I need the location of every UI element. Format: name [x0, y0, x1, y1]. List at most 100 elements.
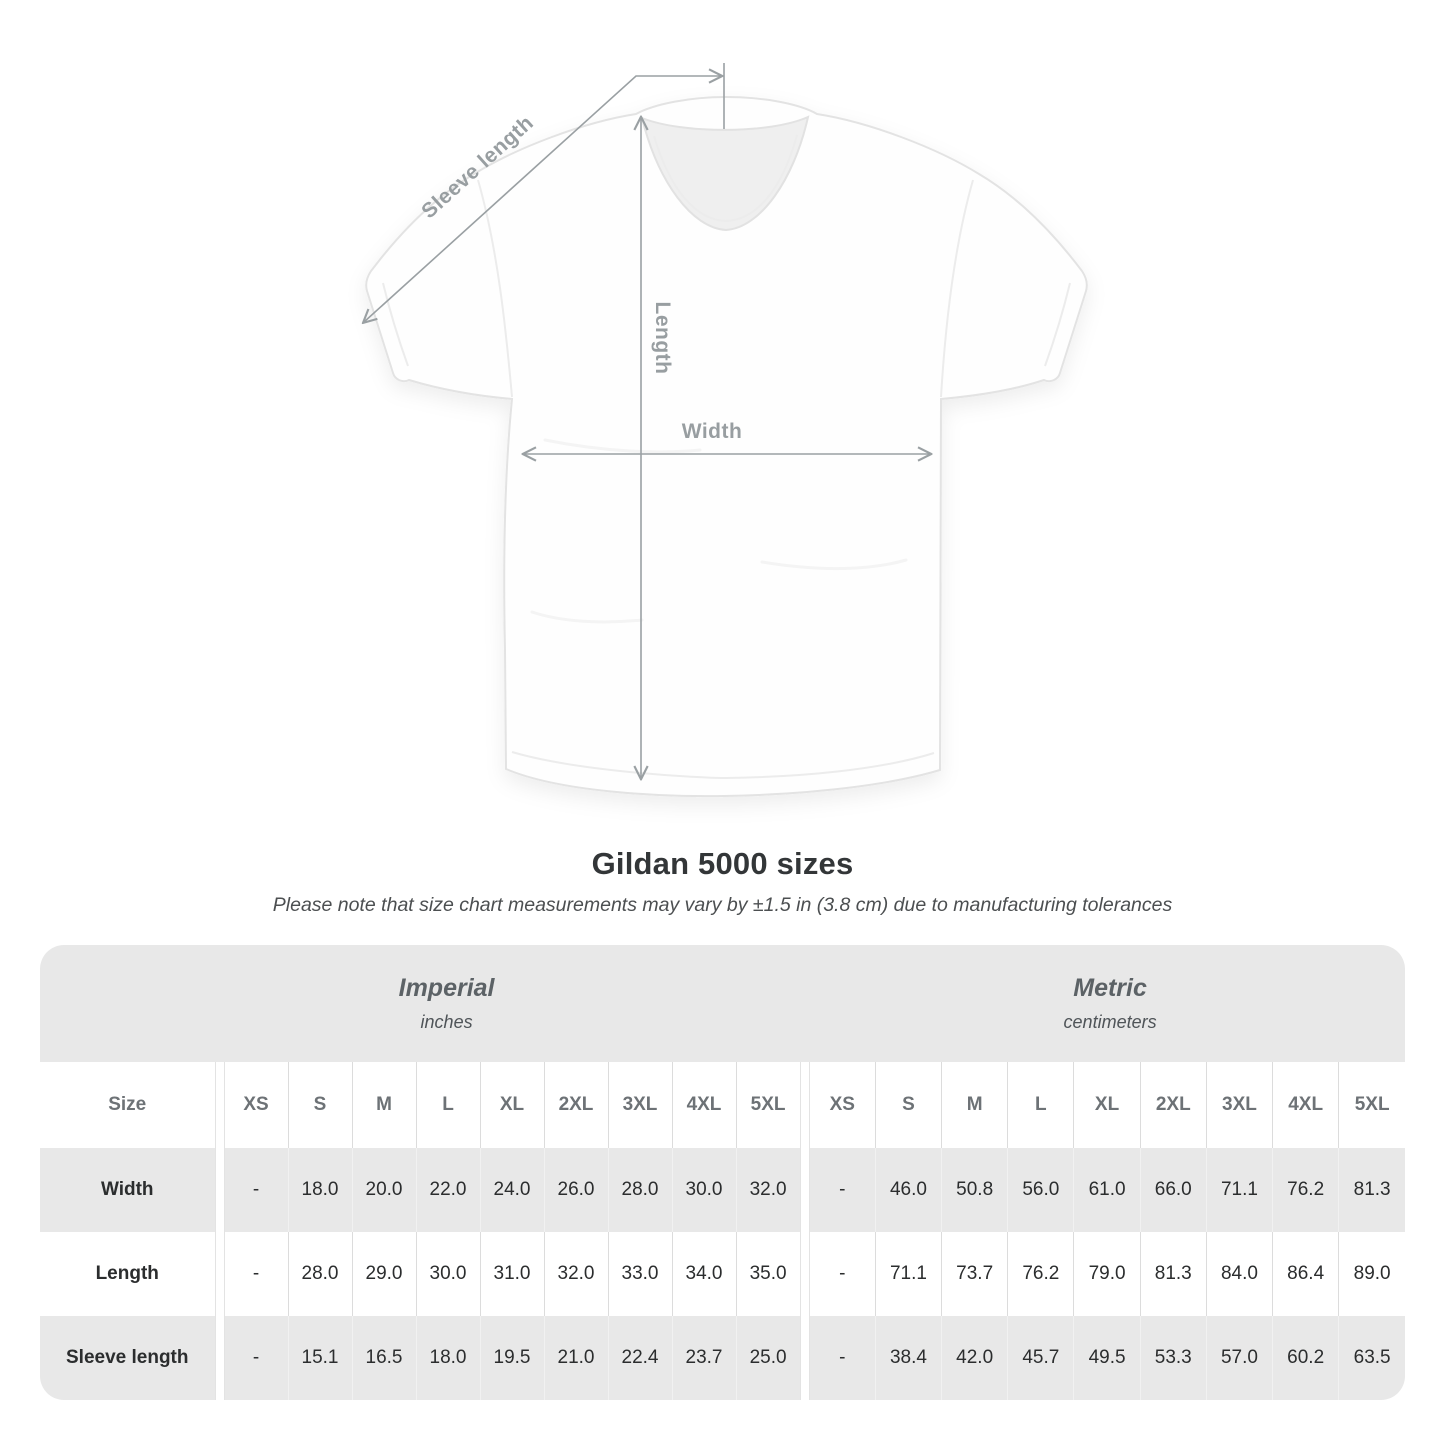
- value-cell: -: [809, 1232, 876, 1316]
- value-cell: 34.0: [671, 1232, 736, 1316]
- column-gap: [214, 1062, 225, 1148]
- value-cell: 29.0: [351, 1232, 416, 1316]
- size-header: S: [287, 1062, 352, 1148]
- value-cell: 50.8: [941, 1148, 1008, 1232]
- value-cell: 71.1: [874, 1232, 942, 1316]
- column-gap: [214, 1148, 225, 1232]
- size-header: L: [415, 1062, 480, 1148]
- width-label: Width: [682, 420, 743, 443]
- size-header: XL: [1073, 1062, 1141, 1148]
- tshirt-illustration: [365, 95, 1088, 798]
- value-cell: 49.5: [1073, 1316, 1141, 1400]
- size-chart: Imperial inches Metric centimeters Size …: [40, 945, 1405, 1400]
- value-cell: 89.0: [1338, 1232, 1405, 1316]
- size-header: XL: [479, 1062, 544, 1148]
- sleeve-length-arrow: [364, 76, 721, 322]
- wrinkle: [530, 610, 644, 624]
- column-gap: [799, 1148, 810, 1232]
- value-cell: 66.0: [1139, 1148, 1207, 1232]
- value-cell: 16.5: [351, 1316, 416, 1400]
- size-header: 3XL: [1205, 1062, 1273, 1148]
- value-cell: 30.0: [415, 1232, 480, 1316]
- value-cell: 19.5: [479, 1316, 544, 1400]
- size-header: 4XL: [671, 1062, 736, 1148]
- value-cell: 26.0: [543, 1148, 608, 1232]
- value-cell: 38.4: [874, 1316, 942, 1400]
- value-cell: 20.0: [351, 1148, 416, 1232]
- value-cell: 76.2: [1272, 1148, 1339, 1232]
- value-cell: -: [809, 1316, 876, 1400]
- value-cell: 25.0: [735, 1316, 801, 1400]
- size-header: M: [941, 1062, 1008, 1148]
- value-cell: 81.3: [1338, 1148, 1405, 1232]
- value-cell: 63.5: [1338, 1316, 1405, 1400]
- value-cell: -: [224, 1232, 288, 1316]
- value-cell: 15.1: [287, 1316, 352, 1400]
- size-header: M: [351, 1062, 416, 1148]
- metric-header: Metric centimeters: [800, 945, 1405, 1062]
- column-gap: [799, 1062, 810, 1148]
- value-cell: 53.3: [1139, 1316, 1207, 1400]
- size-header: 5XL: [735, 1062, 801, 1148]
- hem-seam: [511, 751, 935, 780]
- value-cell: 21.0: [543, 1316, 608, 1400]
- table-row-width: Width - 18.0 20.0 22.0 24.0 26.0 28.0 30…: [40, 1148, 1405, 1232]
- value-cell: 45.7: [1007, 1316, 1074, 1400]
- row-label: Width: [40, 1148, 215, 1232]
- value-cell: 76.2: [1007, 1232, 1074, 1316]
- tolerance-note: Please note that size chart measurements…: [272, 894, 1173, 916]
- value-cell: 35.0: [735, 1232, 801, 1316]
- value-cell: 31.0: [479, 1232, 544, 1316]
- tshirt-measurement-diagram: Sleeve length Length Width: [0, 63, 1088, 798]
- size-column-header: Size: [40, 1062, 215, 1148]
- value-cell: 71.1: [1205, 1148, 1273, 1232]
- size-header: XS: [224, 1062, 288, 1148]
- size-header: 4XL: [1272, 1062, 1339, 1148]
- column-gap: [214, 1316, 225, 1400]
- value-cell: -: [224, 1316, 288, 1400]
- value-cell: 79.0: [1073, 1232, 1141, 1316]
- size-chart-table: Imperial inches Metric centimeters Size …: [40, 945, 1405, 1400]
- size-header: L: [1007, 1062, 1074, 1148]
- page-title: Gildan 5000 sizes: [591, 846, 854, 881]
- column-gap: [214, 1232, 225, 1316]
- column-gap: [799, 1232, 810, 1316]
- value-cell: 18.0: [287, 1148, 352, 1232]
- metric-unit: centimeters: [1063, 1012, 1157, 1032]
- column-gap: [799, 1316, 810, 1400]
- heading-block: Gildan 5000 sizes Please note that size …: [0, 846, 1445, 917]
- table-row-length: Length - 28.0 29.0 30.0 31.0 32.0 33.0 3…: [40, 1232, 1405, 1316]
- tshirt-diagram-svg: Sleeve length Length Width: [0, 63, 1088, 798]
- row-label: Length: [40, 1232, 215, 1316]
- length-label: Length: [651, 302, 674, 375]
- value-cell: 18.0: [415, 1316, 480, 1400]
- value-cell: 22.0: [415, 1148, 480, 1232]
- unit-header-row: Imperial inches Metric centimeters: [40, 945, 1405, 1062]
- value-cell: 81.3: [1139, 1232, 1207, 1316]
- size-header: 3XL: [607, 1062, 672, 1148]
- value-cell: 23.7: [671, 1316, 736, 1400]
- row-label: Sleeve length: [40, 1316, 215, 1400]
- size-header: 5XL: [1338, 1062, 1405, 1148]
- value-cell: 28.0: [287, 1232, 352, 1316]
- imperial-title: Imperial: [398, 974, 495, 1002]
- table-row-sleeve-length: Sleeve length - 15.1 16.5 18.0 19.5 21.0…: [40, 1316, 1405, 1400]
- size-header: XS: [809, 1062, 876, 1148]
- size-header-row: Size XS S M L XL 2XL 3XL 4XL 5XL XS S M …: [40, 1062, 1405, 1148]
- value-cell: 86.4: [1272, 1232, 1339, 1316]
- imperial-header: Imperial inches: [40, 945, 801, 1062]
- value-cell: 32.0: [735, 1148, 801, 1232]
- value-cell: 30.0: [671, 1148, 736, 1232]
- value-cell: 24.0: [479, 1148, 544, 1232]
- value-cell: 60.2: [1272, 1316, 1339, 1400]
- size-header: S: [874, 1062, 942, 1148]
- value-cell: 33.0: [607, 1232, 672, 1316]
- right-cuff-seam: [1044, 282, 1071, 367]
- value-cell: -: [809, 1148, 876, 1232]
- metric-title: Metric: [1073, 974, 1147, 1002]
- value-cell: -: [224, 1148, 288, 1232]
- wrinkle: [760, 558, 908, 571]
- value-cell: 42.0: [941, 1316, 1008, 1400]
- size-header: 2XL: [543, 1062, 608, 1148]
- value-cell: 84.0: [1205, 1232, 1273, 1316]
